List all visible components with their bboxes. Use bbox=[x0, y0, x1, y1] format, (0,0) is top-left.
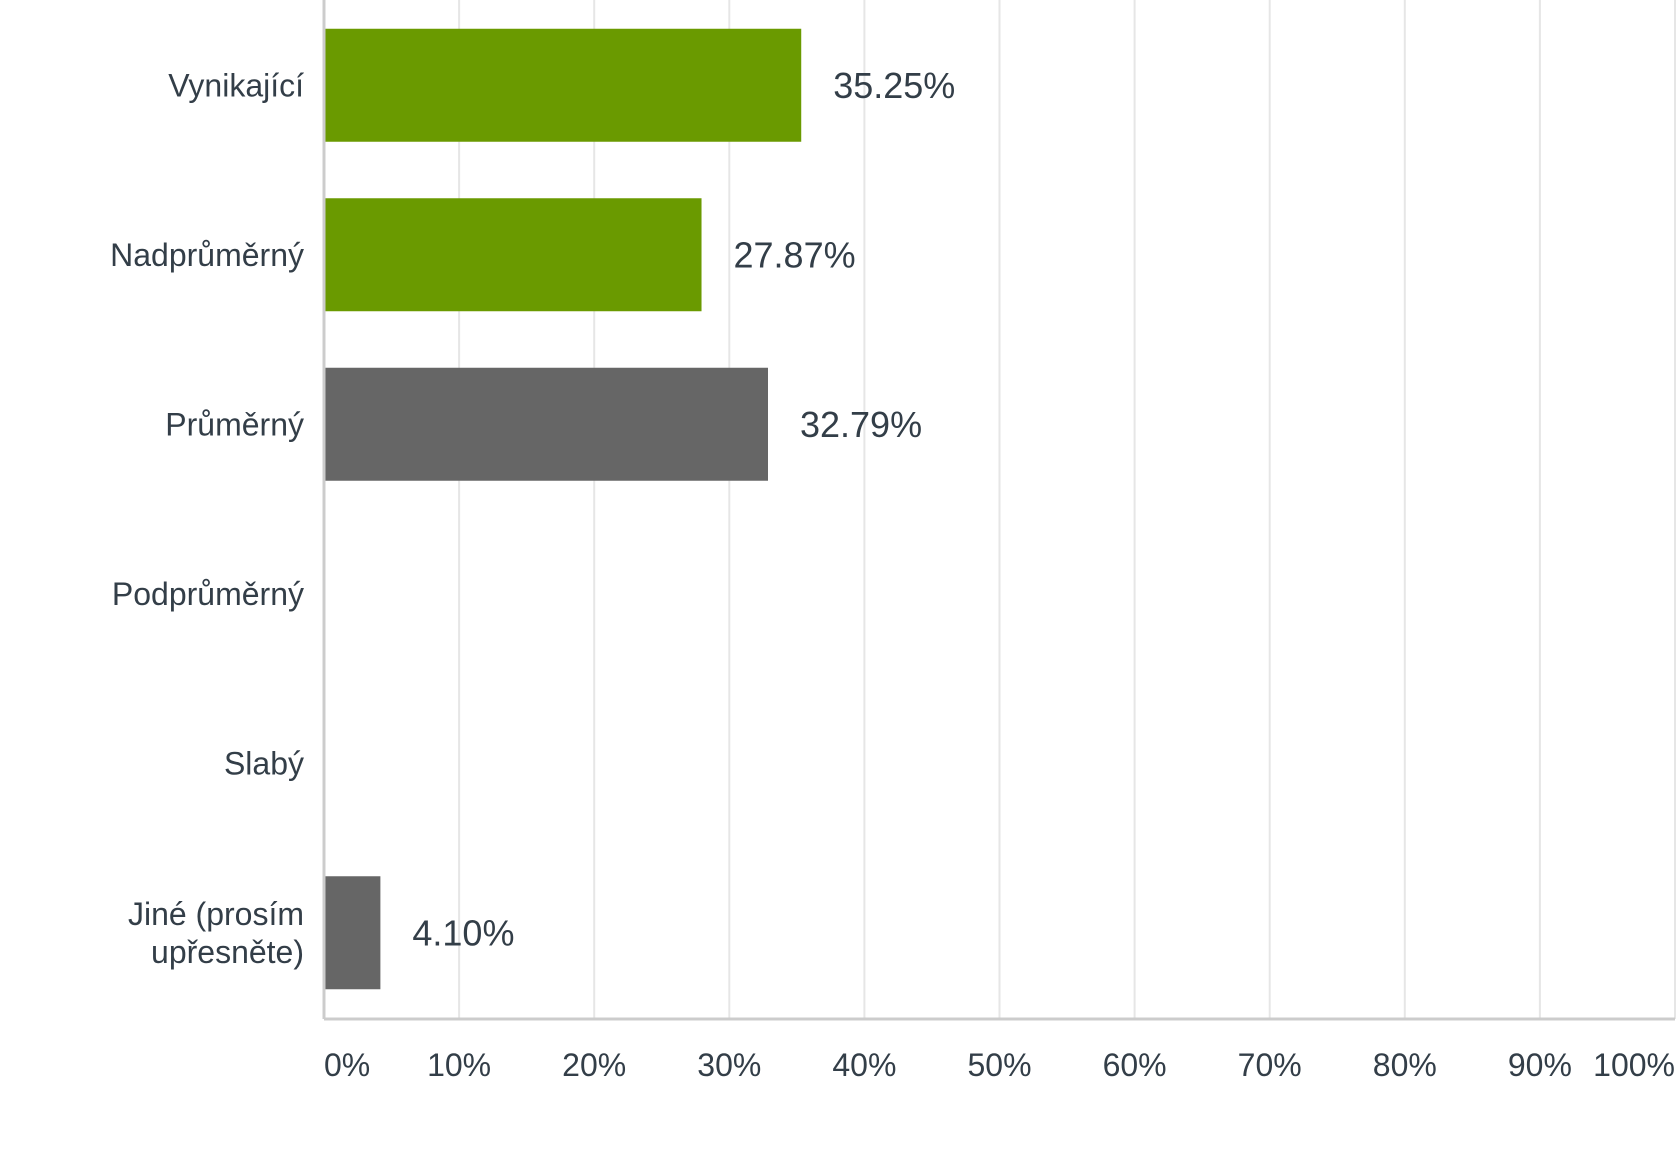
category-label-line: upřesněte) bbox=[151, 934, 304, 970]
value-label: 32.79% bbox=[800, 404, 922, 445]
grid-lines bbox=[458, 0, 1676, 1019]
x-tick-label: 70% bbox=[1238, 1047, 1302, 1083]
category-label: Jiné (prosím upřesněte) bbox=[128, 896, 304, 970]
x-tick-label: 10% bbox=[427, 1047, 491, 1083]
category-label-line: Jiné (prosím bbox=[128, 896, 304, 932]
x-tick-label: 60% bbox=[1103, 1047, 1167, 1083]
category-label: Slabý bbox=[224, 745, 304, 781]
category-label: Vynikající bbox=[168, 67, 304, 103]
category-labels: Vynikající Nadprůměrný Průměrný Podprůměrný… bbox=[110, 67, 304, 970]
bars bbox=[325, 28, 802, 990]
category-label: Průměrný bbox=[165, 406, 304, 442]
x-tick-label: 100% bbox=[1593, 1047, 1675, 1083]
axes bbox=[322, 0, 1675, 1021]
category-label-line: Podprůměrný bbox=[112, 576, 304, 612]
category-label-line: Nadprůměrný bbox=[110, 237, 304, 273]
value-label: 35.25% bbox=[833, 65, 955, 106]
category-label-line: Vynikající bbox=[168, 67, 304, 103]
x-tick-label: 90% bbox=[1508, 1047, 1572, 1083]
x-tick-label: 50% bbox=[967, 1047, 1031, 1083]
bar bbox=[325, 28, 802, 142]
category-label-line: Slabý bbox=[224, 745, 304, 781]
category-label: Nadprůměrný bbox=[110, 237, 304, 273]
category-label-line: Průměrný bbox=[165, 406, 304, 442]
value-labels: 35.25% 27.87% 32.79% 4.10% bbox=[412, 65, 955, 954]
x-tick-label: 30% bbox=[697, 1047, 761, 1083]
bar bbox=[325, 876, 381, 990]
x-tick-labels: 0% 10% 20% 30% 40% 50% 60% 70% 80% 90% 100% bbox=[324, 1047, 1675, 1083]
value-label: 27.87% bbox=[734, 234, 856, 275]
category-label: Podprůměrný bbox=[112, 576, 304, 612]
value-label: 4.10% bbox=[412, 912, 514, 953]
x-tick-label: 40% bbox=[832, 1047, 896, 1083]
x-tick-label: 80% bbox=[1373, 1047, 1437, 1083]
bar bbox=[325, 198, 702, 312]
x-tick-label: 0% bbox=[324, 1047, 370, 1083]
bar bbox=[325, 367, 768, 481]
x-tick-label: 20% bbox=[562, 1047, 626, 1083]
